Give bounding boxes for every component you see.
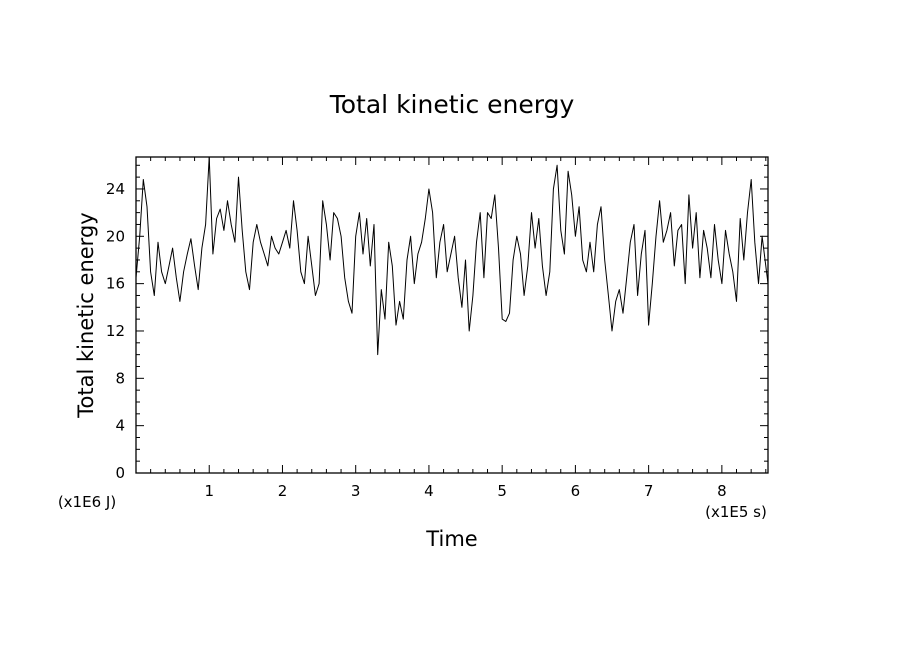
x-unit-label: (x1E5 s) (705, 503, 767, 521)
x-tick-label: 7 (644, 482, 654, 500)
y-tick-label: 4 (115, 417, 125, 435)
x-tick-label: 2 (278, 482, 288, 500)
x-tick-label: 3 (351, 482, 361, 500)
y-unit-label: (x1E6 J) (58, 493, 116, 511)
y-tick-label: 12 (106, 322, 125, 340)
y-tick-label: 16 (106, 275, 125, 293)
x-tick-label: 6 (571, 482, 581, 500)
x-tick-label: 5 (497, 482, 507, 500)
x-tick-label: 4 (424, 482, 434, 500)
series-line-0 (135, 156, 769, 356)
plot-frame (135, 156, 769, 474)
x-tick-label: 1 (204, 482, 214, 500)
chart-title: Total kinetic energy (329, 90, 575, 119)
x-axis-ticks: 1 2 3 4 5 6 7 8 (150, 157, 767, 500)
x-tick-label: 8 (717, 482, 727, 500)
y-axis-label: Total kinetic energy (74, 212, 98, 418)
y-tick-label: 0 (115, 464, 125, 482)
y-tick-label: 20 (106, 227, 125, 245)
y-axis-ticks: 0 4 8 12 16 20 24 (106, 164, 768, 482)
y-tick-label: 8 (115, 369, 125, 387)
y-tick-label: 24 (106, 180, 125, 198)
series-layer (135, 156, 769, 356)
x-axis-label: Time (425, 527, 477, 551)
